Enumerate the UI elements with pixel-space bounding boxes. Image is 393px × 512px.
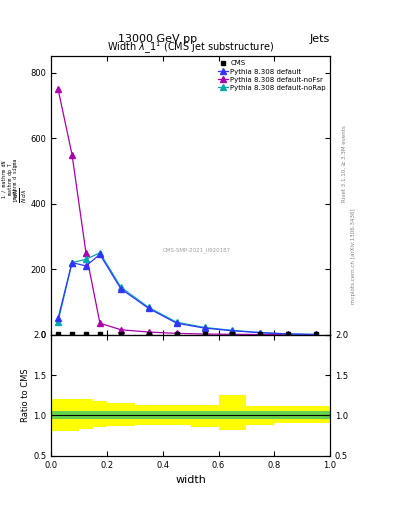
Pythia 8.308 default	[84, 263, 88, 269]
CMS	[84, 331, 88, 337]
CMS	[230, 331, 235, 337]
CMS	[56, 331, 61, 337]
Pythia 8.308 default-noFsr	[286, 332, 291, 338]
Pythia 8.308 default-noRap	[314, 331, 318, 337]
Pythia 8.308 default-noRap	[97, 250, 102, 256]
Pythia 8.308 default-noRap	[286, 331, 291, 337]
Pythia 8.308 default	[97, 251, 102, 258]
Title: Width $\lambda\_1^1$ (CMS jet substructure): Width $\lambda\_1^1$ (CMS jet substructu…	[107, 40, 274, 56]
Line: Pythia 8.308 default: Pythia 8.308 default	[55, 252, 319, 337]
Pythia 8.308 default-noFsr	[202, 331, 207, 337]
Pythia 8.308 default	[56, 315, 61, 322]
Pythia 8.308 default-noFsr	[56, 86, 61, 92]
Line: Pythia 8.308 default-noRap: Pythia 8.308 default-noRap	[55, 250, 319, 337]
Legend: CMS, Pythia 8.308 default, Pythia 8.308 default-noFsr, Pythia 8.308 default-noRa: CMS, Pythia 8.308 default, Pythia 8.308 …	[215, 58, 329, 94]
Pythia 8.308 default-noFsr	[119, 327, 123, 333]
Pythia 8.308 default-noFsr	[70, 152, 74, 158]
Pythia 8.308 default	[258, 330, 263, 336]
CMS	[286, 331, 291, 337]
Line: Pythia 8.308 default-noFsr: Pythia 8.308 default-noFsr	[55, 87, 319, 337]
Pythia 8.308 default	[286, 331, 291, 337]
Text: Rivet 3.1.10, ≥ 3.3M events: Rivet 3.1.10, ≥ 3.3M events	[342, 125, 346, 202]
Text: mcplots.cern.ch [arXiv:1306.3436]: mcplots.cern.ch [arXiv:1306.3436]	[351, 208, 356, 304]
Pythia 8.308 default-noFsr	[258, 331, 263, 337]
Pythia 8.308 default-noRap	[174, 319, 179, 325]
Pythia 8.308 default-noRap	[202, 325, 207, 331]
Line: CMS: CMS	[56, 332, 318, 336]
Y-axis label: Ratio to CMS: Ratio to CMS	[21, 368, 30, 422]
Pythia 8.308 default-noRap	[258, 329, 263, 335]
Pythia 8.308 default-noRap	[84, 257, 88, 263]
X-axis label: width: width	[175, 475, 206, 485]
Text: Jets: Jets	[310, 33, 330, 44]
Pythia 8.308 default-noFsr	[230, 331, 235, 337]
Pythia 8.308 default-noFsr	[84, 250, 88, 256]
Pythia 8.308 default	[230, 328, 235, 334]
Text: 13000 GeV pp: 13000 GeV pp	[118, 33, 197, 44]
Pythia 8.308 default-noFsr	[174, 330, 179, 336]
Pythia 8.308 default-noRap	[70, 260, 74, 266]
Pythia 8.308 default-noRap	[230, 327, 235, 333]
Pythia 8.308 default-noFsr	[146, 329, 151, 335]
Pythia 8.308 default-noRap	[119, 284, 123, 290]
Pythia 8.308 default-noFsr	[97, 320, 102, 326]
Pythia 8.308 default	[70, 260, 74, 266]
Y-axis label: $\frac{1}{N}\frac{dN}{d\lambda}$: $\frac{1}{N}\frac{dN}{d\lambda}$	[13, 188, 29, 203]
Pythia 8.308 default-noFsr	[314, 332, 318, 338]
CMS	[97, 331, 102, 337]
Pythia 8.308 default-noRap	[56, 318, 61, 325]
Pythia 8.308 default	[174, 320, 179, 326]
CMS	[258, 331, 263, 337]
Text: 1
mathrm dN / mathrm d lambda
1 / mathrm dN
mathrm dp_T
mathrm d sigma: 1 mathrm dN / mathrm d lambda 1 / mathrm…	[0, 140, 18, 218]
Pythia 8.308 default-noRap	[146, 305, 151, 311]
CMS	[202, 331, 207, 337]
CMS	[119, 331, 123, 337]
Pythia 8.308 default	[314, 331, 318, 337]
CMS	[146, 331, 151, 337]
Pythia 8.308 default	[146, 305, 151, 311]
CMS	[70, 331, 74, 337]
Text: CMS-SMP-2021_II920187: CMS-SMP-2021_II920187	[163, 247, 231, 253]
Pythia 8.308 default	[119, 286, 123, 292]
Pythia 8.308 default	[202, 325, 207, 331]
CMS	[314, 331, 318, 337]
CMS	[174, 331, 179, 337]
